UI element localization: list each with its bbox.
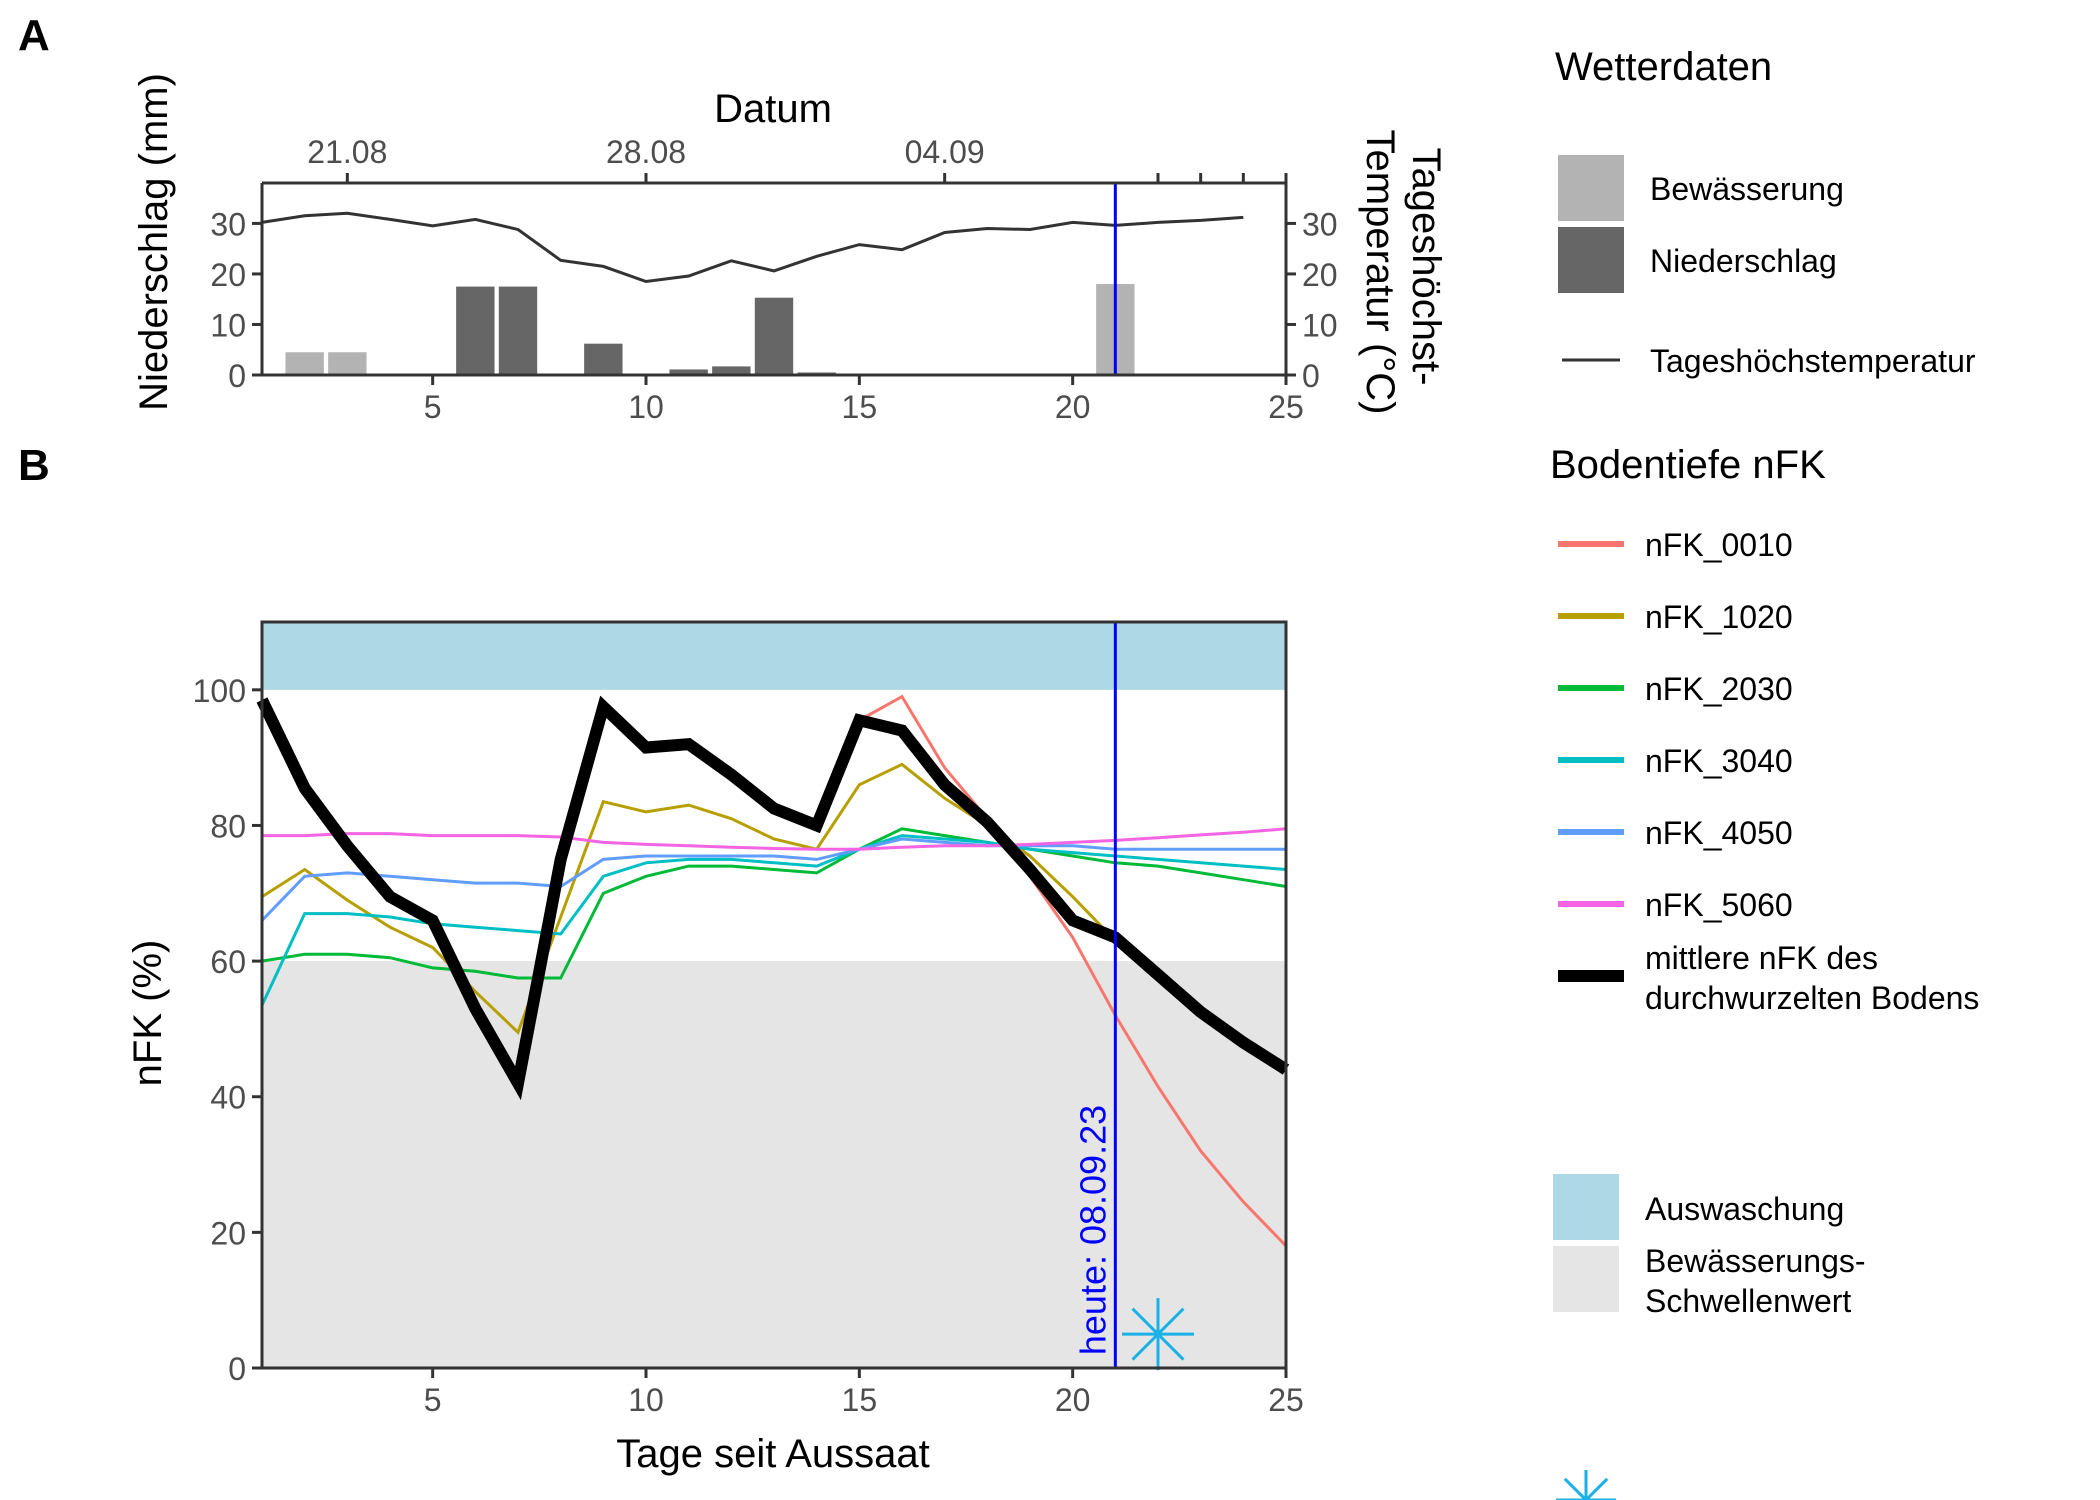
y-tick-label-right-30: 30 [1302,206,1338,242]
top-tick-label-04.09: 04.09 [905,134,985,170]
x-tick-label-b-25: 25 [1268,1382,1304,1418]
y-tick-label-left-0: 0 [228,358,246,394]
x-tick-label-b-15: 15 [842,1382,878,1418]
bar-9 [584,343,623,375]
legend-wetter: Wetterdaten Bewässerung Niederschlag Tages… [1555,45,1976,379]
x-tick-label-a-15: 15 [842,389,878,425]
legend-star-stroke-1 [1563,1477,1589,1500]
right-axis-title-a: Tageshöchst- Temperatur (°C) [1358,130,1448,415]
y-tick-label-b-80: 80 [210,808,246,844]
legend-label-schwellenwert-2: Schwellenwert [1645,1283,1851,1319]
top-axis-title: Datum [714,87,832,131]
legend-star-stroke-3 [1583,1477,1609,1500]
top-tick-label-28.08: 28.08 [606,134,686,170]
y-tick-label-left-10: 10 [210,307,246,343]
legend-key-schwellenwert [1553,1246,1619,1312]
legend-boden: Bodentiefe nFK nFK_0010nFK_1020nFK_2030n… [1550,443,1979,1016]
legend-key-bewaesserung [1558,155,1624,221]
bar-6 [456,286,495,375]
x-axis-title-b: Tage seit Aussaat [616,1432,930,1476]
x-tick-label-a-10: 10 [628,389,664,425]
y-tick-label-b-20: 20 [210,1215,246,1251]
legend-key-niederschlag [1558,227,1624,293]
legend-label-nFK_1020: nFK_1020 [1645,599,1793,635]
legend-label-mean-nfk-1: mittlere nFK des [1645,940,1878,976]
nfk-panel: heute: 08.09.23 0 20 40 60 80 100 5 10 15 20 25 Ta… [126,620,1304,1476]
schwellenwert-band [262,961,1286,1368]
legend-label-mean-nfk-2: durchwurzelten Bodens [1645,980,1979,1016]
y-tick-label-right-10: 10 [1302,307,1338,343]
y-tick-label-right-20: 20 [1302,257,1338,293]
weather-bars [285,284,1135,375]
x-tick-label-b-10: 10 [628,1382,664,1418]
legend-boden-items: nFK_0010 nFK_1020 nFK_2030 nFK_3040 nFK_4050… [1558,527,1979,1016]
x-tick-label-b-20: 20 [1055,1382,1091,1418]
y-tick-label-left-30: 30 [210,206,246,242]
legend-wetter-title: Wetterdaten [1555,45,1772,89]
left-axis-title-a: Niederschlag (mm) [132,73,176,411]
legend-label-nFK_4050: nFK_4050 [1645,815,1793,851]
bar-3 [328,352,367,375]
y-tick-label-b-0: 0 [228,1351,246,1387]
nfk-axes: 0 20 40 60 80 100 5 10 15 20 25 [193,620,1304,1418]
legend-label-temperature: Tageshöchstemperatur [1650,343,1976,379]
panel-border-b [260,620,1288,1370]
bar-12 [712,366,751,375]
legend-key-auswaschung [1553,1174,1619,1240]
x-tick-label-a-25: 25 [1268,389,1304,425]
legend-label-schwellenwert-1: Bewässerungs- [1645,1243,1866,1279]
x-tick-label-a-20: 20 [1055,389,1091,425]
marker-star-stroke-3 [1131,1307,1185,1361]
legend-label-nFK_3040: nFK_3040 [1645,743,1793,779]
y-tick-label-right-0: 0 [1302,358,1320,394]
marker-star-icon [1122,1298,1194,1371]
bar-2 [285,352,324,375]
panel-label-b: B [18,441,50,490]
y-tick-label-b-40: 40 [210,1080,246,1116]
auswaschung-band [262,622,1286,690]
y-tick-label-left-20: 20 [210,257,246,293]
legend-wetter-items: Bewässerung Niederschlag Tageshöchstempera… [1558,155,1976,379]
panel-label-a: A [18,11,50,60]
y-tick-label-b-60: 60 [210,944,246,980]
legend-marker-star-icon [1556,1470,1616,1500]
weather-panel: 0 0 10 10 20 20 30 30 5 10 15 20 25 21.08 28.08 04.09 D… [132,73,1448,425]
y-tick-label-b-100: 100 [193,673,246,709]
legend-label-niederschlag: Niederschlag [1650,243,1837,279]
legend-label-bewaesserung: Bewässerung [1650,171,1844,207]
bar-7 [498,286,538,375]
legend-label-nFK_5060: nFK_5060 [1645,887,1793,923]
legend-label-auswaschung: Auswaschung [1645,1191,1844,1227]
legend-boden-title: Bodentiefe nFK [1550,443,1826,487]
x-tick-label-b-5: 5 [424,1382,442,1418]
legend-label-nFK_2030: nFK_2030 [1645,671,1793,707]
temperature-line [261,211,1244,284]
legend-label-nFK_0010: nFK_0010 [1645,527,1793,563]
weather-axes: 0 0 10 10 20 20 30 30 5 10 15 20 25 21.08 28.08 04.09 [210,134,1337,425]
legend-bands: Auswaschung Bewässerungs- Schwellenwert [1553,1174,1866,1319]
bar-11 [669,369,708,375]
y-axis-title-b: nFK (%) [126,940,170,1087]
x-tick-label-a-5: 5 [424,389,442,425]
today-label: heute: 08.09.23 [1072,1105,1113,1355]
bar-13 [754,297,794,375]
top-tick-label-21.08: 21.08 [307,134,387,170]
